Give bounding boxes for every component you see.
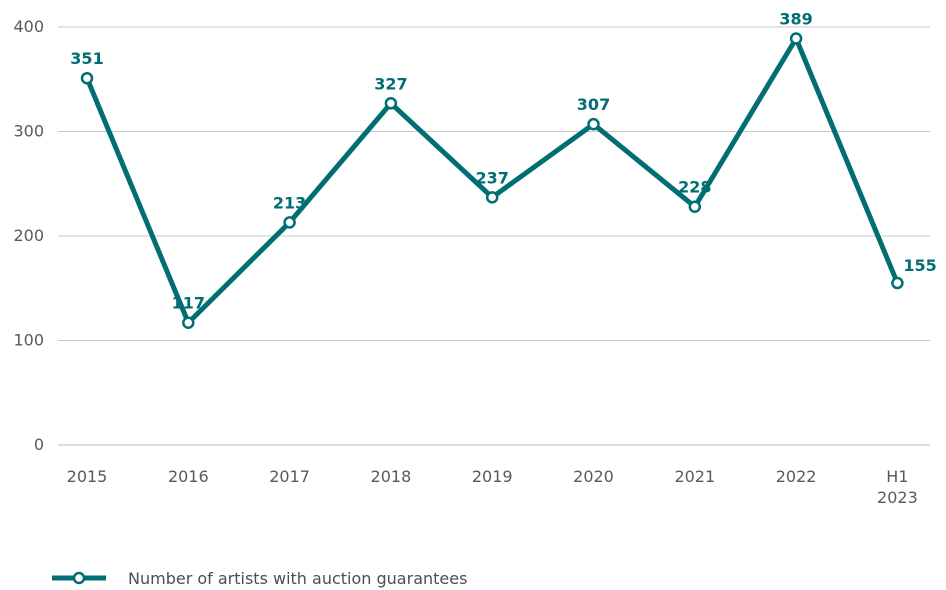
data-label-0: 351 xyxy=(70,49,103,68)
legend-line-marker-icon xyxy=(52,571,106,585)
data-label-6: 228 xyxy=(678,178,711,197)
data-label-4: 237 xyxy=(475,168,508,187)
data-label-3: 327 xyxy=(374,74,407,93)
data-point-1 xyxy=(182,316,195,329)
y-tick-label-300: 300 xyxy=(13,122,44,141)
legend: Number of artists with auction guarantee… xyxy=(52,566,467,590)
data-point-7 xyxy=(789,32,803,45)
series-group xyxy=(80,32,904,329)
y-tick-label-200: 200 xyxy=(13,226,44,245)
data-point-2 xyxy=(283,216,296,229)
gridlines xyxy=(58,26,930,446)
data-point-4 xyxy=(485,191,499,204)
legend-label: Number of artists with auction guarantee… xyxy=(128,568,468,588)
x-tick-label-2: 2017 xyxy=(269,467,310,486)
x-tick-label-1: 2016 xyxy=(168,467,209,486)
data-label-1: 117 xyxy=(172,294,205,313)
data-point-0 xyxy=(80,71,94,85)
x-axis-ticks: 2015 2016 2017 2018 2019 2020 2021 2022 H1 2023 xyxy=(67,467,918,507)
data-label-2: 213 xyxy=(273,193,306,212)
x-tick-label-3: 2018 xyxy=(371,467,412,486)
x-tick-label-0: 2015 xyxy=(67,467,108,486)
data-label-8: 155 xyxy=(903,256,936,275)
data-label-5: 307 xyxy=(577,95,610,114)
y-tick-label-400: 400 xyxy=(13,17,44,36)
data-labels: 351 117 213 327 237 307 228 389 155 xyxy=(70,9,937,312)
y-tick-label-100: 100 xyxy=(13,331,44,350)
x-tick-label-6: 2021 xyxy=(674,467,715,486)
x-tick-label-4: 2019 xyxy=(472,467,513,486)
x-tick-label-8: H1 2023 xyxy=(877,467,918,507)
x-tick-label-5: 2020 xyxy=(573,467,614,486)
y-tick-label-0: 0 xyxy=(34,435,44,454)
y-axis-ticks: 0 100 200 300 400 xyxy=(13,17,44,454)
data-point-6 xyxy=(688,200,702,213)
x-tick-label-7: 2022 xyxy=(776,467,817,486)
data-point-5 xyxy=(587,117,600,131)
data-label-7: 389 xyxy=(779,9,812,28)
data-point-8 xyxy=(891,276,904,290)
data-point-3 xyxy=(384,97,398,110)
